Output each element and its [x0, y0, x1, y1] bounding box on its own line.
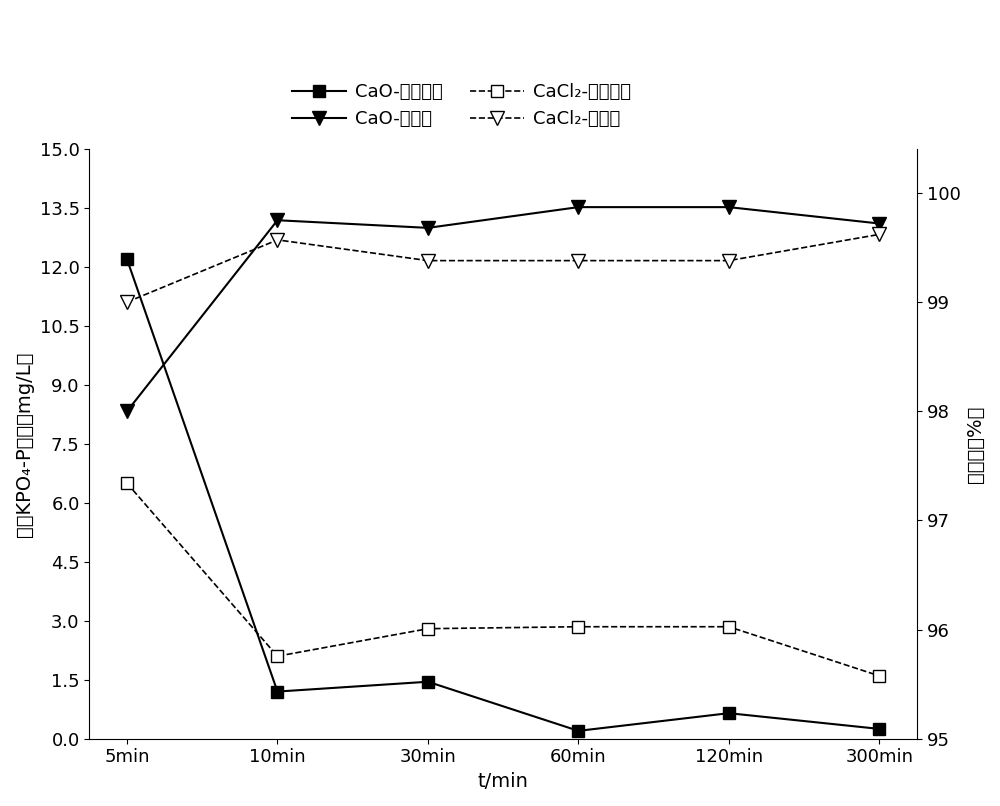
CaO-出水浓度 [121, 255, 133, 264]
CaO-出水浓度 [873, 724, 885, 733]
CaO-出水浓度 [572, 726, 584, 736]
CaO-除磷率 [723, 202, 735, 212]
CaCl₂-出水浓度 [873, 671, 885, 681]
Line: CaCl₂-出水浓度: CaCl₂-出水浓度 [121, 478, 885, 681]
Line: CaO-除磷率: CaO-除磷率 [120, 200, 886, 418]
CaO-出水浓度 [723, 708, 735, 718]
CaCl₂-出水浓度 [422, 624, 434, 634]
CaO-除磷率 [873, 218, 885, 228]
Legend: CaO-出水浓度, CaO-除磷率, CaCl₂-出水浓度, CaCl₂-除磷率: CaO-出水浓度, CaO-除磷率, CaCl₂-出水浓度, CaCl₂-除磷率 [285, 76, 639, 135]
Y-axis label: 出水KPO₄-P浓度（mg/L）: 出水KPO₄-P浓度（mg/L） [15, 351, 34, 537]
Line: CaCl₂-除磷率: CaCl₂-除磷率 [120, 227, 886, 309]
Line: CaO-出水浓度: CaO-出水浓度 [121, 254, 885, 737]
CaO-除磷率 [121, 406, 133, 416]
Y-axis label: 除磷率（%）: 除磷率（%） [966, 405, 985, 483]
CaCl₂-除磷率 [121, 297, 133, 307]
CaO-除磷率 [422, 223, 434, 233]
CaCl₂-出水浓度 [121, 479, 133, 488]
CaCl₂-除磷率 [873, 230, 885, 239]
CaCl₂-除磷率 [271, 235, 283, 245]
CaO-出水浓度 [422, 677, 434, 687]
CaO-除磷率 [572, 202, 584, 212]
CaCl₂-出水浓度 [723, 622, 735, 632]
CaCl₂-除磷率 [572, 256, 584, 265]
CaCl₂-除磷率 [422, 256, 434, 265]
X-axis label: t/min: t/min [478, 772, 529, 791]
CaO-出水浓度 [271, 687, 283, 696]
CaO-除磷率 [271, 215, 283, 225]
CaCl₂-除磷率 [723, 256, 735, 265]
CaCl₂-出水浓度 [271, 651, 283, 661]
CaCl₂-出水浓度 [572, 622, 584, 632]
